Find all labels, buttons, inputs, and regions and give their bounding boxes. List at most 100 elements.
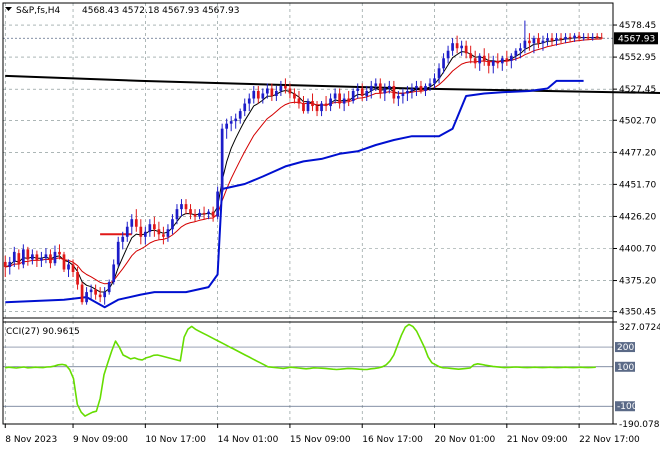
candle-body [500,58,504,64]
candle-body [243,103,247,112]
y-tick-label: 4400.70 [619,244,656,254]
candle-body [211,211,215,217]
candle-body [234,118,238,122]
candle-body [324,103,328,107]
x-tick-label: 22 Nov 17:00 [579,435,640,445]
candle-body [591,36,595,39]
candle-body [175,209,179,220]
candle-body [568,36,572,39]
collapse-triangle-icon[interactable] [5,7,12,11]
candle-body [94,289,97,295]
candle-body [546,38,549,41]
candle-body [171,219,174,230]
candle-body [21,249,25,265]
y-tick-label: 4578.45 [619,21,656,31]
cci-line [4,323,596,417]
candle-body [559,38,563,40]
y-tick-label: 4375.20 [619,277,656,287]
candle-body [153,224,156,230]
candle-body [17,253,21,265]
candle-body [573,35,576,39]
candle-body [265,88,269,94]
candle-body [369,85,373,91]
cci-y-tick-label: -100 [617,402,638,412]
candle-body [229,121,233,124]
candle-body [207,211,210,215]
candle-body [514,50,518,56]
candle-body [216,191,219,217]
candle-body [491,60,495,66]
candle-body [451,43,454,51]
x-tick-label: 21 Nov 09:00 [507,435,568,445]
candle-body [247,98,251,104]
candle-body [162,234,165,237]
candle-body [392,85,396,99]
candle-body [256,90,260,99]
x-tick-label: 9 Nov 09:00 [73,435,128,445]
candle-body [410,88,414,91]
candle-body [415,85,418,89]
candle-body [600,37,604,39]
y-tick-label: 4552.95 [619,53,656,63]
candle-body [121,236,125,242]
candle-body [40,258,43,261]
candle-body [293,93,296,99]
cci-panel [3,323,613,417]
candle-body [67,264,70,270]
candle-body [478,55,482,64]
cci-y-tick-label: 327.0724 [619,323,660,333]
ma_fast-line [5,37,602,293]
candle-body [62,254,66,270]
candle-body [428,83,432,86]
candle-body [537,38,540,44]
candle-body [270,88,274,96]
candle-body [306,101,310,112]
candle-body [487,60,491,66]
candle-body [3,261,7,267]
candle-body [189,209,192,215]
candle-body [315,106,319,112]
candle-body [166,229,170,237]
candle-body [509,55,513,61]
candle-body [148,224,152,232]
x-tick-label: 10 Nov 17:00 [145,435,206,445]
candle-body [8,261,12,267]
y-tick-label: 4477.20 [619,148,656,158]
candle-body [125,226,129,237]
x-tick-label: 14 Nov 01:00 [218,435,279,445]
candle-body [112,264,116,283]
candle-body [528,40,531,44]
candle-body [550,38,554,41]
candle-body [116,241,120,265]
cci-y-tick-label: 200 [617,343,634,353]
candle-body [284,85,287,89]
candle-body [383,88,387,94]
candle-body [58,251,61,255]
candle-body [437,68,441,79]
candle-body [193,214,197,217]
candle-body [419,85,423,91]
current-price-tag: 4567.93 [614,32,658,45]
candle-body [433,78,436,84]
candle-body [134,219,138,227]
grid [3,3,613,424]
candle-body [220,128,224,192]
candle-body [80,284,84,303]
candle-body [297,98,301,104]
candle-body [455,43,459,49]
chart-header: S&P,fs,H4 4568.43 4572.18 4567.93 4567.9… [5,6,239,16]
cci-level-tag [615,401,635,412]
candle-body [26,249,30,260]
candle-body [401,93,405,96]
candle-body [180,204,183,210]
y-tick-label: 4502.70 [619,116,656,126]
x-tick-label: 15 Nov 09:00 [290,435,351,445]
candle-body [130,219,134,227]
cci-level-tag [615,361,635,372]
candle-body [496,60,500,64]
candles [3,20,604,305]
candle-body [103,292,107,298]
candle-body [532,38,536,44]
candle-body [279,85,283,91]
plot-frame [2,2,614,425]
